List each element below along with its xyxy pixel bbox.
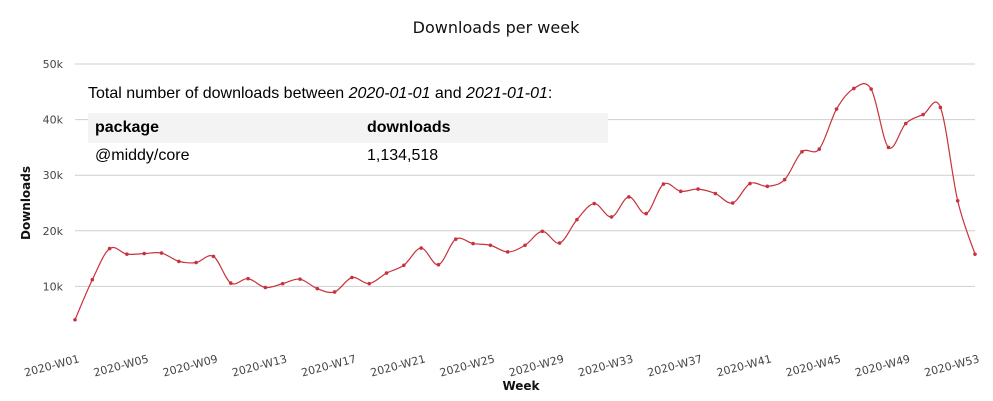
x-tick-label: 2020-W33 [577,352,635,379]
data-point [453,237,458,241]
data-point [488,243,493,248]
summary-middle: and [430,85,467,102]
data-point [90,277,95,282]
data-point [436,262,441,267]
x-tick-label: 2020-W13 [231,352,289,379]
data-point [782,177,787,182]
x-tick-label: 2020-W53 [923,352,981,379]
data-point [886,145,891,150]
x-tick-label: 2020-W05 [92,352,150,379]
x-tick-label: 2020-W09 [161,352,219,379]
data-point [177,259,181,264]
data-point [298,277,302,281]
data-point [523,243,527,248]
data-point [73,317,77,322]
column-header-downloads: downloads [360,113,608,143]
data-point [748,181,752,186]
column-header-package: package [88,113,360,143]
x-tick-label: 2020-W01 [23,352,81,379]
cell-package: @middy/core [95,147,190,164]
data-point [419,246,423,250]
data-point [938,105,943,110]
data-point [540,229,545,234]
data-point [332,290,337,294]
data-point [973,252,977,256]
data-point [315,286,320,291]
data-point [194,260,198,265]
x-tick-label: 2020-W49 [854,352,912,379]
data-point [644,211,648,216]
summary-suffix: : [547,85,553,102]
x-tick-label: 2020-W41 [715,352,773,379]
data-point [852,86,856,91]
data-point [211,254,216,259]
data-point [125,252,129,256]
data-point [575,217,579,222]
summary-sentence: Total number of downloads between 2020-0… [88,84,608,104]
y-tick-label: 20k [43,225,64,238]
y-axis-ticks: 10k 20k 30k 40k 50k [43,58,64,293]
data-point [609,215,614,219]
downloads-table: package downloads @middy/core 1,134,518 [88,113,608,169]
data-point [800,150,804,154]
table-header-row: package downloads [88,113,608,143]
summary-end-date: 2021-01-01 [466,85,548,102]
y-axis-title: Downloads [19,166,33,240]
data-point [350,275,354,280]
data-point [817,147,822,151]
x-tick-label: 2020-W45 [784,352,842,379]
y-tick-label: 10k [43,280,64,293]
data-point [713,191,718,196]
summary-prefix: Total number of downloads between [88,85,349,102]
data-point [367,281,372,286]
data-point [159,251,164,255]
data-point [280,281,285,286]
data-point [471,241,475,246]
data-point [869,87,873,91]
data-point [765,184,770,189]
data-point [730,201,735,205]
x-axis-title: Week [502,379,540,393]
y-tick-label: 40k [43,114,64,127]
data-point [592,201,597,206]
chart-title: Downloads per week [413,18,580,37]
data-point [834,107,839,111]
data-point [246,276,250,281]
data-point [955,198,960,203]
data-point [107,246,112,251]
x-axis-ticks: 2020-W01 2020-W05 2020-W09 2020-W13 2020-W17… [23,352,981,379]
x-tick-label: 2020-W29 [508,352,566,379]
x-tick-label: 2020-W25 [438,352,496,379]
cell-downloads: 1,134,518 [367,147,439,164]
y-tick-label: 30k [43,169,64,182]
downloads-summary: Total number of downloads between 2020-0… [88,84,608,169]
data-point [696,187,700,191]
data-point [903,121,908,126]
data-point [263,285,268,290]
data-point [921,112,925,117]
x-tick-label: 2020-W21 [369,352,427,379]
data-point [402,263,406,268]
data-point [228,281,233,285]
x-tick-label: 2020-W17 [300,352,358,379]
series-downloads [73,83,977,322]
data-point [661,182,666,186]
data-point [142,251,147,256]
y-tick-label: 50k [43,58,64,71]
x-tick-label: 2020-W37 [646,352,704,379]
summary-start-date: 2020-01-01 [348,85,431,102]
data-point [627,195,631,199]
table-row: @middy/core 1,134,518 [88,143,608,169]
data-point [384,271,389,275]
data-point [678,189,683,194]
data-point [505,250,510,254]
data-point [557,241,562,245]
